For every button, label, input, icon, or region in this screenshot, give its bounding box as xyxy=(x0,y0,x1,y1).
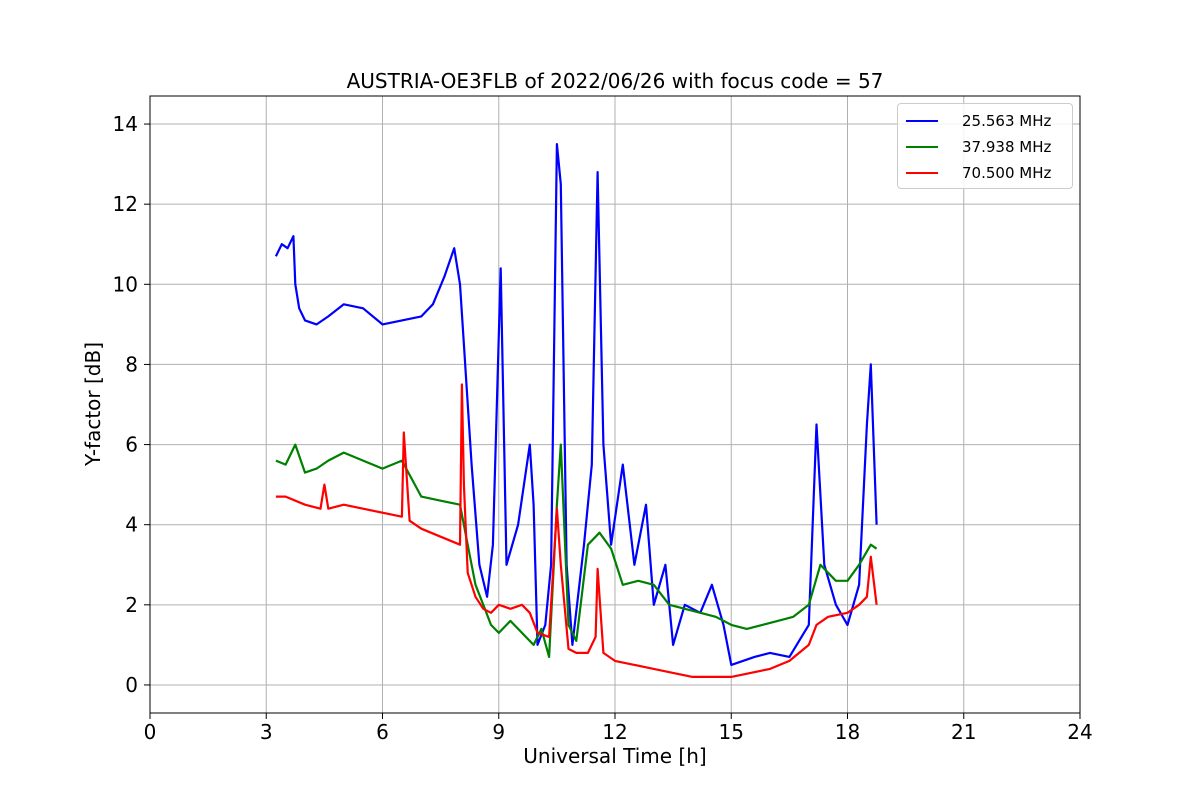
y-tick-label: 14 xyxy=(113,112,138,136)
x-axis-label: Universal Time [h] xyxy=(523,744,706,768)
legend-entry-2: 37.938 MHz xyxy=(898,134,1072,160)
legend-swatch-2 xyxy=(906,146,938,148)
series-line-1 xyxy=(274,143,878,667)
x-tick-label: 12 xyxy=(602,720,627,744)
y-axis-label: Y-factor [dB] xyxy=(81,342,105,467)
x-tick-label: 18 xyxy=(835,720,860,744)
legend-entry-1: 25.563 MHz xyxy=(898,108,1072,134)
legend-label-2: 37.938 MHz xyxy=(962,138,1052,156)
legend-entry-3: 70.500 MHz xyxy=(898,160,1072,186)
series-line-3 xyxy=(275,383,878,679)
legend-swatch-1 xyxy=(906,120,938,122)
x-tick-label: 3 xyxy=(260,720,273,744)
legend-label-1: 25.563 MHz xyxy=(962,112,1052,130)
x-tick-label: 0 xyxy=(144,720,157,744)
legend-label-3: 70.500 MHz xyxy=(962,164,1052,182)
series-line-2 xyxy=(275,443,878,659)
y-tick-label: 2 xyxy=(125,593,138,617)
legend: 25.563 MHz 37.938 MHz 70.500 MHz xyxy=(897,103,1073,189)
legend-swatch-3 xyxy=(906,172,938,174)
y-tick-label: 8 xyxy=(125,352,138,376)
x-tick-label: 24 xyxy=(1067,720,1092,744)
y-tick-label: 0 xyxy=(125,673,138,697)
series-layer xyxy=(274,143,878,679)
x-tick-label: 9 xyxy=(492,720,505,744)
x-tick-label: 21 xyxy=(951,720,976,744)
x-tick-label: 6 xyxy=(376,720,389,744)
chart-title: AUSTRIA-OE3FLB of 2022/06/26 with focus … xyxy=(347,69,884,93)
y-tick-label: 10 xyxy=(113,272,138,296)
y-tick-label: 6 xyxy=(125,433,138,457)
x-tick-label: 15 xyxy=(719,720,744,744)
y-tick-label: 4 xyxy=(125,513,138,537)
y-tick-label: 12 xyxy=(113,192,138,216)
